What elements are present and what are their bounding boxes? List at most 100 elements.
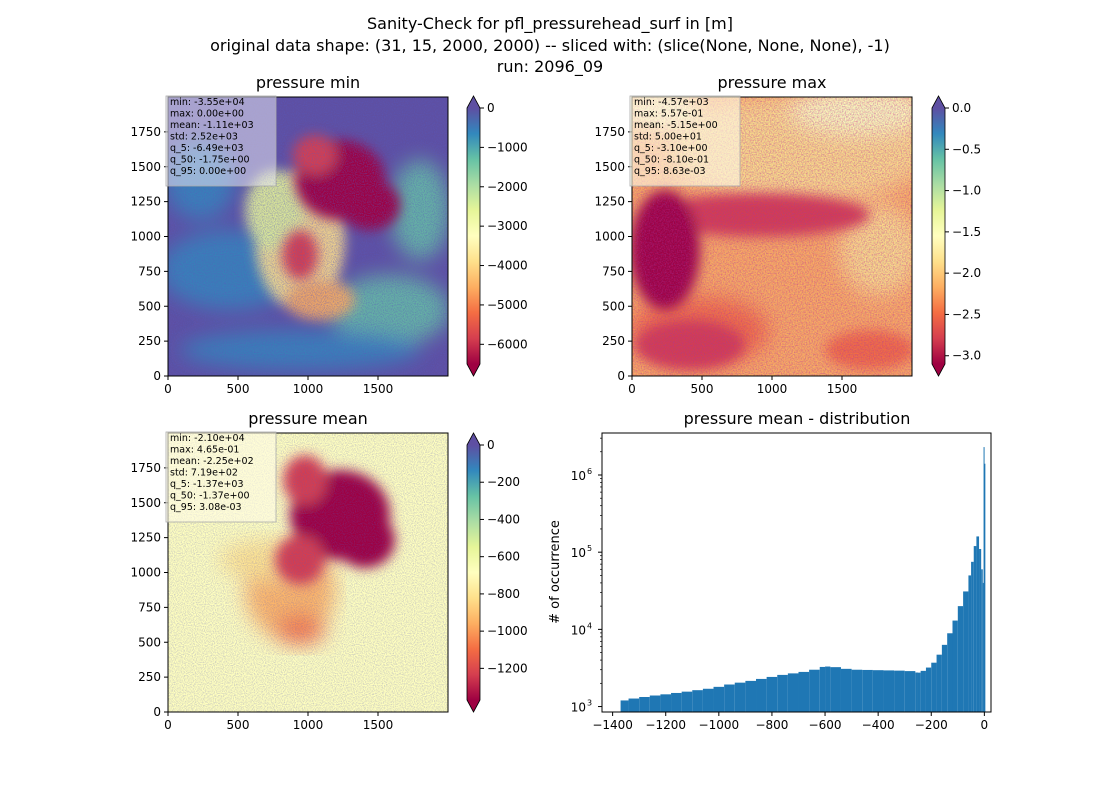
histogram-bar <box>915 672 918 712</box>
y-tick-label: 0 <box>617 369 625 383</box>
histogram-bar <box>862 669 873 712</box>
colorbar-tick-label: −200 <box>487 475 520 489</box>
figure-title-line-3: run: 2096_09 <box>497 57 603 77</box>
histogram-bar <box>941 644 948 712</box>
x-tick-label: −1000 <box>699 718 740 732</box>
x-tick-label: −400 <box>862 718 895 732</box>
colorbar-extend-bottom <box>932 364 945 376</box>
histogram-bar <box>872 670 884 712</box>
y-tick-label: 750 <box>138 600 161 614</box>
stats-box <box>165 95 277 187</box>
x-tick-label: 1000 <box>757 382 788 396</box>
histogram-bar <box>894 670 905 712</box>
y-tick-label: 500 <box>602 299 625 313</box>
colorbar-tick-label: −2000 <box>487 180 528 194</box>
y-tick-label: 1750 <box>130 125 161 139</box>
histogram-bar <box>981 569 983 712</box>
histogram-bar <box>649 695 661 712</box>
x-tick-label: 0 <box>981 718 989 732</box>
y-tick-label: 0 <box>153 369 161 383</box>
x-tick-label: 0 <box>164 382 172 396</box>
y-tick-exponent: 3 <box>587 699 592 708</box>
stats-line: q_50: -1.37e+00 <box>170 491 250 502</box>
colorbar-tick-label: −4000 <box>487 259 528 273</box>
colorbar-tick-label: 0 <box>487 438 495 452</box>
stats-line: min: -2.10e+04 <box>170 433 245 444</box>
y-tick-label: 1250 <box>594 195 625 209</box>
x-tick-label: 500 <box>227 382 250 396</box>
x-tick-label: −800 <box>755 718 788 732</box>
stats-line: std: 5.00e+01 <box>634 132 702 143</box>
colorbar-gradient <box>467 445 480 700</box>
stats-box <box>165 431 277 523</box>
colorbar-tick-label: −600 <box>487 550 520 564</box>
stats-line: mean: -5.15e+00 <box>634 120 718 131</box>
histogram-bar <box>702 688 714 712</box>
x-tick-label: 1500 <box>363 718 394 732</box>
x-axis-ticks: −1400 −1200 −1000 −800 −600 −400 −200 0 <box>592 712 988 732</box>
colorbar-tick-label: −1.0 <box>952 184 981 198</box>
y-tick-label: 500 <box>138 635 161 649</box>
histogram-bar <box>952 620 958 712</box>
histogram-bar <box>979 548 982 712</box>
histogram-bar <box>957 606 964 712</box>
histogram-bar <box>973 546 977 712</box>
x-tick-label: 1000 <box>293 718 324 732</box>
colorbar-extend-top <box>932 96 945 108</box>
colorbar-gradient <box>467 108 480 364</box>
colorbar-tick-label: −0.5 <box>952 142 981 156</box>
stats-line: q_95: 3.08e-03 <box>170 502 242 513</box>
colorbar: 0 −200 −400 −600 −800 −1000 −1200 <box>466 432 528 713</box>
colorbar-extend-top <box>467 96 480 108</box>
histogram-bar <box>713 686 725 712</box>
panel-title: pressure min <box>256 73 360 92</box>
stats-line: min: -3.55e+04 <box>170 97 245 108</box>
colorbar-extend-top <box>467 433 480 445</box>
colorbar-tick-label: −3.0 <box>952 349 981 363</box>
x-axis-ticks: 0 500 1000 1500 <box>164 712 393 732</box>
y-tick-label: 750 <box>602 264 625 278</box>
y-tick-label: 1250 <box>130 531 161 545</box>
panel-title: pressure mean - distribution <box>684 409 911 428</box>
stats-line: q_95: 8.63e-03 <box>634 166 706 177</box>
histogram-bar <box>692 690 703 712</box>
x-axis-ticks: 0 500 1000 1500 <box>164 376 393 396</box>
y-tick-exponent: 6 <box>587 467 592 476</box>
histogram-bar <box>724 684 735 712</box>
histogram-bar <box>639 696 650 712</box>
histogram-bar <box>819 666 826 712</box>
histogram-bars <box>620 447 986 712</box>
colorbar-tick-label: −800 <box>487 587 520 601</box>
histogram-bar <box>982 582 984 712</box>
x-tick-label: 500 <box>691 382 714 396</box>
histogram-bar <box>671 692 682 712</box>
colorbar-tick-label: −5000 <box>487 298 528 312</box>
stats-box <box>629 95 741 187</box>
histogram-bar <box>756 678 767 712</box>
colorbar-tick-label: −2.5 <box>952 307 981 321</box>
histogram-bar <box>963 591 969 712</box>
colorbar-tick-label: −3000 <box>487 219 528 233</box>
histogram-bar <box>809 669 820 712</box>
figure-title-line-1: Sanity-Check for pfl_pressurehead_surf i… <box>367 14 733 34</box>
histogram-bar <box>825 666 831 712</box>
histogram-bar <box>745 680 757 712</box>
y-tick-label: 1750 <box>130 461 161 475</box>
stats-line: mean: -1.11e+03 <box>170 120 254 131</box>
histogram-bar <box>936 654 942 712</box>
y-tick-exponent: 4 <box>587 621 592 630</box>
y-tick-label: 250 <box>138 670 161 684</box>
stats-line: q_5: -3.10e+00 <box>634 143 708 154</box>
histogram-bar <box>971 561 974 712</box>
stats-line: q_50: -1.75e+00 <box>170 155 250 166</box>
y-axis-ticks: 0 250 500 750 1000 1250 1500 1750 <box>130 461 168 719</box>
panel-distribution: pressure mean - distribution # of occurr… <box>548 409 992 732</box>
panel-title: pressure mean <box>248 409 368 428</box>
histogram-bar <box>984 463 986 712</box>
colorbar-extend-bottom <box>467 700 480 712</box>
